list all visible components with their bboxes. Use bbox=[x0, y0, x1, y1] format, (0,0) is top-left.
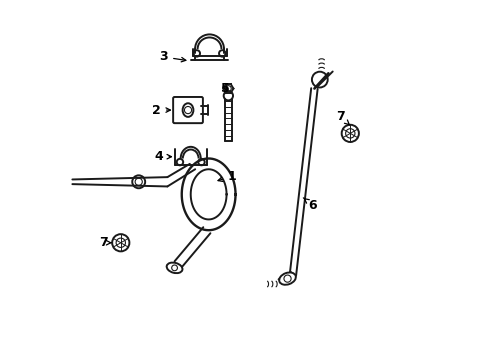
Text: 4: 4 bbox=[155, 150, 171, 163]
FancyBboxPatch shape bbox=[173, 97, 203, 123]
Ellipse shape bbox=[182, 103, 193, 117]
Text: 1: 1 bbox=[218, 170, 236, 183]
Ellipse shape bbox=[166, 262, 182, 273]
Text: 6: 6 bbox=[303, 198, 316, 212]
Text: 3: 3 bbox=[159, 50, 185, 63]
Text: 2: 2 bbox=[152, 104, 170, 117]
Text: 7: 7 bbox=[336, 111, 349, 125]
Text: 7: 7 bbox=[100, 236, 111, 249]
Text: 5: 5 bbox=[221, 82, 230, 95]
Ellipse shape bbox=[279, 273, 295, 285]
